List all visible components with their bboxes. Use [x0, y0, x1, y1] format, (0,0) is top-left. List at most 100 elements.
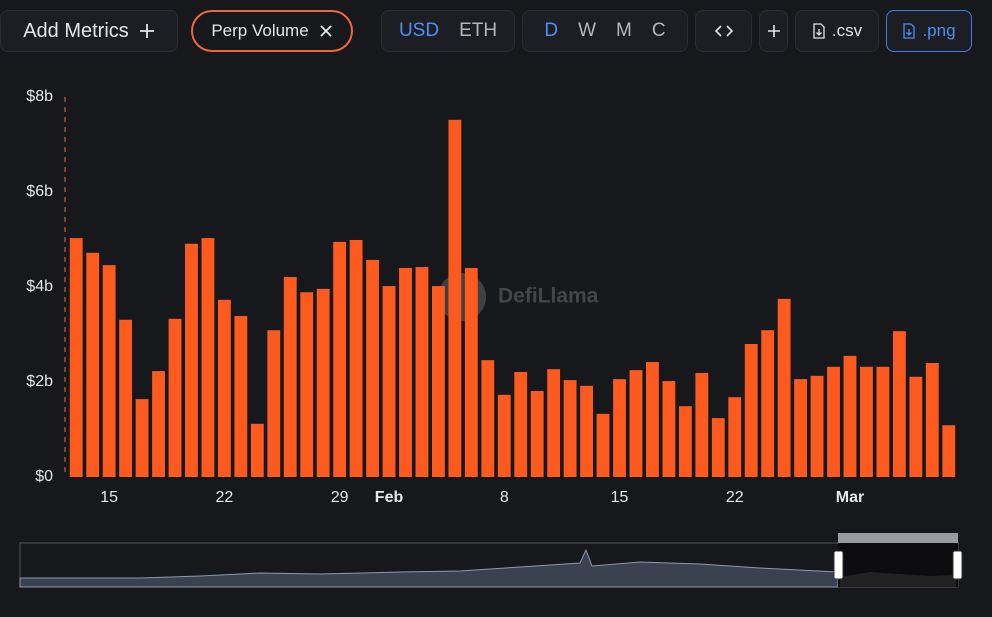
y-tick-label: $4b: [26, 278, 53, 295]
denomination-option[interactable]: ETH: [459, 20, 498, 41]
bar: [431, 286, 445, 477]
bar: [333, 241, 347, 477]
bar: [201, 238, 215, 477]
watermark: DefiLlama: [438, 273, 599, 321]
download-icon: [813, 23, 825, 39]
navigator-scrollbar[interactable]: [838, 533, 958, 543]
bar: [217, 299, 231, 477]
add-metrics-label: Add Metrics: [23, 19, 129, 42]
bar: [711, 418, 725, 477]
x-tick-label: 8: [500, 489, 509, 506]
bar: [497, 394, 511, 477]
plus-icon: [139, 24, 154, 38]
bar: [283, 277, 297, 477]
bar: [448, 119, 462, 478]
bar: [728, 397, 742, 477]
denomination-toggle: USD ETH: [381, 10, 515, 52]
bar: [86, 252, 100, 477]
bar: [596, 413, 610, 477]
chart: DefiLlama $0 $2b $4b $6b $8b 15 22 29 Feb 8 15 22 Ma…: [19, 88, 963, 588]
bar: [646, 362, 659, 477]
bar: [250, 423, 264, 477]
bar: [580, 385, 594, 477]
bar: [777, 298, 791, 477]
embed-button[interactable]: [695, 10, 752, 52]
bar: [349, 239, 363, 477]
period-option[interactable]: C: [651, 20, 666, 41]
bar: [415, 267, 429, 477]
y-tick-label: $8b: [26, 88, 53, 105]
bar: [399, 268, 412, 477]
bar: [794, 379, 808, 477]
add-button[interactable]: [759, 10, 788, 52]
bar: [695, 372, 709, 477]
period-option[interactable]: W: [578, 20, 597, 41]
period-option[interactable]: M: [616, 20, 632, 41]
navigator-selection-sparkline: [840, 572, 956, 587]
bar: [892, 331, 906, 477]
bar: [876, 366, 890, 477]
bar: [267, 330, 281, 477]
code-icon: [714, 25, 733, 37]
bar: [300, 292, 314, 477]
navigator-handle[interactable]: [952, 550, 963, 580]
y-tick-label: $0: [35, 468, 53, 485]
bar: [925, 363, 939, 477]
bar: [547, 369, 561, 477]
bar: [810, 375, 824, 477]
png-button[interactable]: .png: [886, 10, 972, 52]
denomination-option[interactable]: USD: [398, 20, 440, 41]
x-tick-label: Feb: [375, 489, 404, 506]
bar: [744, 344, 758, 477]
period-option[interactable]: D: [544, 20, 559, 41]
bar: [514, 372, 528, 477]
bar: [613, 379, 626, 477]
y-tick-label: $2b: [26, 373, 53, 390]
bar: [909, 376, 923, 477]
plus-icon: [767, 25, 780, 37]
bar: [366, 259, 379, 477]
x-tick-label: 15: [611, 489, 629, 506]
x-tick-label: 22: [726, 489, 744, 506]
bar: [69, 238, 83, 477]
bar: [119, 319, 133, 477]
bar: [942, 425, 956, 477]
x-tick-label: 22: [215, 489, 233, 506]
watermark-text: DefiLlama: [498, 285, 599, 308]
bar: [662, 381, 676, 477]
png-label: .png: [922, 21, 956, 40]
bar: [102, 265, 116, 477]
bar: [843, 355, 857, 477]
close-icon[interactable]: [319, 24, 333, 38]
bar: [135, 399, 149, 477]
bar: [316, 288, 330, 477]
download-icon: [903, 23, 916, 39]
y-tick-label: $6b: [26, 183, 53, 200]
bar: [530, 391, 544, 477]
x-tick-label: Mar: [836, 489, 864, 506]
bar: [382, 286, 396, 477]
csv-label: .csv: [831, 21, 863, 40]
navigator[interactable]: [19, 533, 963, 588]
metric-chip[interactable]: Perp Volume: [191, 10, 353, 52]
bar: [152, 371, 165, 477]
period-toggle: D W M C: [522, 10, 688, 52]
bar: [678, 406, 692, 477]
add-metrics-button[interactable]: Add Metrics: [0, 10, 178, 52]
bar: [629, 370, 643, 477]
navigator-handle[interactable]: [833, 550, 844, 580]
bar: [234, 315, 248, 477]
x-tick-label: 29: [331, 489, 349, 506]
bar: [860, 366, 873, 477]
bar: [464, 268, 478, 477]
bar: [185, 243, 198, 477]
metric-chip-label: Perp Volume: [211, 21, 309, 40]
bar: [827, 366, 840, 477]
bar: [168, 318, 182, 477]
csv-button[interactable]: .csv: [795, 10, 879, 52]
bar: [481, 360, 495, 477]
bar: [563, 380, 577, 477]
x-tick-label: 15: [100, 489, 118, 506]
bar: [761, 330, 775, 477]
